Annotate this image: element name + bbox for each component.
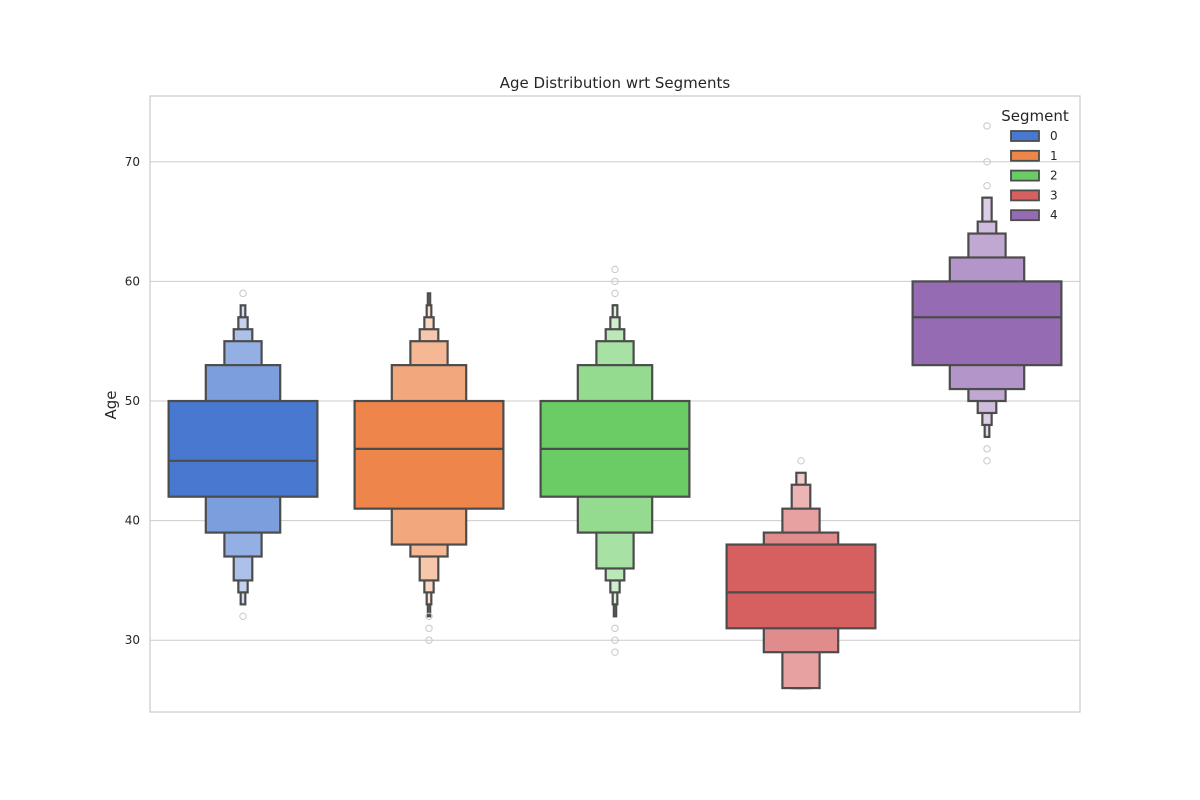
legend-label: 2	[1050, 169, 1058, 183]
outlier-point	[983, 182, 991, 190]
legend-swatch	[1010, 209, 1040, 222]
outlier-point	[983, 158, 991, 166]
y-tick-label: 70	[125, 155, 140, 169]
outlier-point	[239, 612, 247, 621]
outlier-point	[611, 648, 619, 656]
plot-frame	[149, 95, 1081, 713]
boxen-box	[725, 543, 877, 630]
outlier-point	[611, 277, 619, 286]
legend-title: Segment	[1001, 107, 1069, 125]
outlier-point	[611, 265, 619, 274]
outlier-point	[983, 122, 991, 130]
outlier-point	[611, 624, 619, 632]
y-tick-label: 30	[125, 633, 140, 647]
outlier-point	[983, 445, 991, 453]
y-tick-label: 60	[125, 274, 140, 288]
series-3	[725, 457, 877, 690]
outlier-point	[983, 457, 991, 465]
outlier-point	[425, 636, 433, 644]
legend-swatch	[1010, 169, 1040, 182]
legend-item: 3	[1010, 188, 1058, 202]
series-2	[539, 265, 691, 656]
legend-item: 4	[1010, 208, 1058, 222]
legend-item: 1	[1010, 149, 1058, 163]
legend-label: 0	[1050, 129, 1058, 143]
outlier-point	[611, 289, 619, 298]
boxen-box	[167, 399, 319, 498]
y-tick-label: 40	[125, 514, 140, 528]
series-1	[353, 292, 505, 644]
legend-label: 4	[1050, 208, 1058, 222]
legend-swatch	[1010, 189, 1040, 202]
series-0	[167, 289, 319, 621]
outlier-point	[239, 289, 247, 298]
chart-title: Age Distribution wrt Segments	[500, 74, 731, 92]
legend-item: 0	[1010, 129, 1058, 143]
outlier-point	[797, 457, 805, 465]
legend: Segment 0 1 2 3 4	[1001, 107, 1069, 222]
y-axis-label: Age	[102, 390, 120, 419]
boxen-box	[353, 399, 505, 510]
legend-swatch	[1010, 130, 1040, 142]
boxen-box	[911, 280, 1063, 367]
plot-area	[167, 122, 1063, 690]
series-4	[911, 122, 1063, 465]
legend-label: 1	[1050, 149, 1058, 163]
y-tick-label: 50	[125, 394, 140, 408]
legend-item: 2	[1010, 169, 1058, 183]
legend-label: 3	[1050, 188, 1058, 202]
outlier-point	[611, 636, 619, 644]
outlier-point	[425, 624, 433, 632]
legend-swatch	[1010, 149, 1040, 162]
outlier-point	[425, 612, 433, 621]
